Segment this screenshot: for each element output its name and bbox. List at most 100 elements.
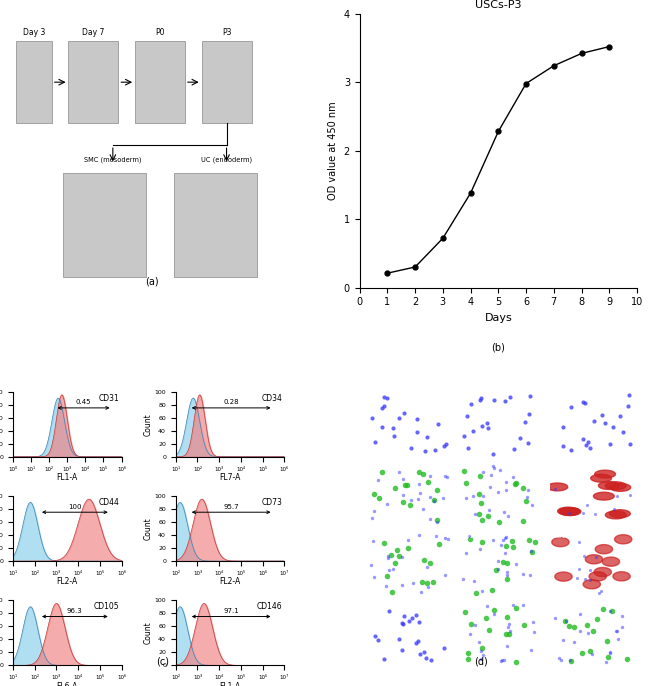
Point xyxy=(584,565,595,576)
Point xyxy=(378,654,389,665)
Point xyxy=(477,421,488,431)
Point xyxy=(402,479,412,490)
Point xyxy=(493,555,503,566)
Point xyxy=(500,476,511,487)
Point xyxy=(397,580,408,591)
Point xyxy=(588,625,598,636)
Point xyxy=(382,499,392,510)
Point xyxy=(467,425,478,436)
Point xyxy=(497,654,508,665)
Point xyxy=(461,477,471,488)
Text: CD34: CD34 xyxy=(261,394,282,403)
Point xyxy=(430,445,441,456)
Point xyxy=(582,628,593,639)
Point xyxy=(509,443,519,454)
Point xyxy=(413,493,424,504)
Point xyxy=(459,465,469,476)
Point xyxy=(473,509,484,520)
Point xyxy=(367,412,377,423)
X-axis label: Days: Days xyxy=(484,313,512,323)
Point xyxy=(428,494,439,505)
Text: CD31: CD31 xyxy=(369,464,385,469)
Point xyxy=(471,587,481,598)
Text: 95.7: 95.7 xyxy=(224,504,239,510)
Point xyxy=(369,571,379,582)
Point xyxy=(465,628,476,639)
Point xyxy=(392,545,402,556)
Point xyxy=(577,433,588,444)
Point xyxy=(407,613,417,624)
Y-axis label: Count: Count xyxy=(144,622,153,644)
Point xyxy=(404,615,415,626)
Point xyxy=(458,573,468,584)
Point xyxy=(466,618,476,629)
Point xyxy=(394,412,404,423)
Point xyxy=(608,421,618,432)
Point xyxy=(518,482,528,493)
Point xyxy=(415,488,425,499)
Point xyxy=(514,433,525,444)
Bar xyxy=(202,41,252,123)
Text: (b): (b) xyxy=(491,342,505,353)
Point xyxy=(529,627,539,638)
Point xyxy=(369,436,380,447)
Point xyxy=(523,484,534,495)
Point xyxy=(605,606,616,617)
Point xyxy=(417,576,428,587)
Point xyxy=(484,504,495,515)
Point xyxy=(415,586,426,597)
Point xyxy=(618,622,628,632)
Point xyxy=(526,546,537,557)
Point xyxy=(400,480,410,490)
Point xyxy=(500,629,511,640)
Point xyxy=(618,426,629,437)
Point xyxy=(414,617,424,628)
Point xyxy=(426,654,436,665)
X-axis label: FL2-A: FL2-A xyxy=(220,577,240,587)
Point xyxy=(406,442,416,453)
Point xyxy=(488,460,499,471)
Point xyxy=(511,477,521,488)
Point xyxy=(604,439,615,450)
Point xyxy=(403,535,413,546)
Point xyxy=(488,534,499,545)
Text: Day 7: Day 7 xyxy=(83,28,105,37)
Bar xyxy=(174,173,257,276)
Text: 97.1: 97.1 xyxy=(223,608,239,614)
Point xyxy=(461,493,471,504)
Point xyxy=(398,474,408,485)
Text: Day 3: Day 3 xyxy=(23,28,45,37)
Point xyxy=(566,656,576,667)
Point xyxy=(432,485,442,496)
Point xyxy=(470,509,480,520)
Point xyxy=(575,608,585,619)
Point xyxy=(499,533,510,544)
Point xyxy=(460,606,471,617)
Point xyxy=(601,657,612,667)
Point xyxy=(498,534,508,545)
Point xyxy=(489,394,499,405)
Point xyxy=(474,543,485,554)
Polygon shape xyxy=(586,555,603,564)
Point xyxy=(376,466,387,477)
Point xyxy=(433,418,443,429)
Point xyxy=(476,392,486,403)
Point xyxy=(415,649,425,660)
Point xyxy=(597,409,607,420)
Polygon shape xyxy=(559,508,580,515)
Point xyxy=(598,604,608,615)
Point xyxy=(574,536,584,547)
Point xyxy=(593,587,604,598)
Text: 0.28: 0.28 xyxy=(224,399,239,405)
Point xyxy=(612,633,623,644)
Point xyxy=(487,584,497,595)
Point xyxy=(510,558,521,569)
Point xyxy=(565,655,575,666)
Point xyxy=(476,643,487,654)
Bar xyxy=(135,41,185,123)
Point xyxy=(625,438,635,449)
Point xyxy=(525,546,536,557)
Text: (a): (a) xyxy=(145,276,159,286)
Point xyxy=(621,654,632,665)
Point xyxy=(477,514,488,525)
